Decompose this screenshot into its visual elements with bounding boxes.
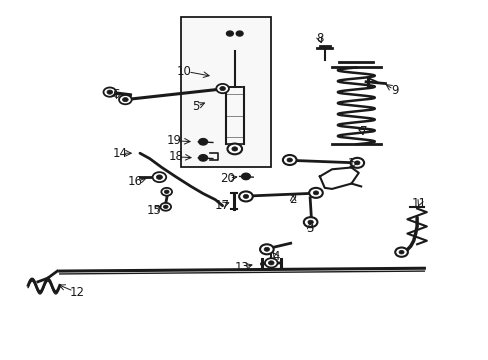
Circle shape bbox=[303, 217, 317, 227]
Circle shape bbox=[241, 173, 250, 180]
Text: 8: 8 bbox=[316, 32, 323, 45]
Text: 9: 9 bbox=[391, 84, 398, 97]
Circle shape bbox=[199, 139, 207, 145]
Text: 2: 2 bbox=[289, 193, 296, 206]
Circle shape bbox=[122, 98, 128, 102]
Circle shape bbox=[308, 188, 322, 198]
Text: 1: 1 bbox=[347, 157, 354, 170]
Circle shape bbox=[313, 191, 318, 195]
Circle shape bbox=[354, 161, 359, 165]
Text: 16: 16 bbox=[127, 175, 142, 188]
Text: 18: 18 bbox=[169, 150, 183, 163]
Text: 14: 14 bbox=[113, 147, 128, 160]
Circle shape bbox=[163, 205, 168, 208]
Circle shape bbox=[227, 144, 242, 154]
Circle shape bbox=[199, 155, 207, 161]
Circle shape bbox=[103, 87, 116, 97]
Text: 13: 13 bbox=[234, 261, 249, 274]
Circle shape bbox=[268, 261, 274, 265]
Circle shape bbox=[286, 158, 292, 162]
Text: 11: 11 bbox=[411, 197, 426, 210]
Circle shape bbox=[226, 31, 233, 36]
Bar bbox=[181, 18, 271, 167]
Text: 3: 3 bbox=[306, 222, 313, 235]
Circle shape bbox=[236, 31, 243, 36]
Circle shape bbox=[107, 90, 112, 94]
Text: 19: 19 bbox=[166, 134, 181, 147]
Circle shape bbox=[161, 188, 172, 196]
Circle shape bbox=[283, 155, 296, 165]
Circle shape bbox=[264, 258, 277, 267]
Circle shape bbox=[307, 220, 313, 224]
Text: 7: 7 bbox=[359, 125, 366, 138]
Circle shape bbox=[164, 190, 169, 194]
Text: 4: 4 bbox=[272, 250, 279, 263]
Circle shape bbox=[243, 194, 248, 198]
Text: 20: 20 bbox=[220, 172, 234, 185]
Circle shape bbox=[219, 86, 225, 91]
Circle shape bbox=[394, 248, 407, 257]
Circle shape bbox=[156, 175, 162, 179]
Circle shape bbox=[216, 84, 228, 93]
Text: 15: 15 bbox=[147, 204, 162, 217]
Circle shape bbox=[160, 203, 171, 211]
Circle shape bbox=[264, 247, 269, 251]
Circle shape bbox=[119, 95, 131, 104]
Circle shape bbox=[350, 158, 364, 168]
Text: 10: 10 bbox=[176, 64, 191, 77]
Circle shape bbox=[239, 192, 252, 202]
Text: 17: 17 bbox=[215, 198, 230, 212]
Circle shape bbox=[398, 250, 403, 254]
Circle shape bbox=[231, 147, 237, 151]
Text: 5: 5 bbox=[192, 100, 199, 113]
Circle shape bbox=[260, 244, 273, 254]
Circle shape bbox=[152, 172, 166, 182]
Text: 12: 12 bbox=[69, 286, 84, 299]
Text: 6: 6 bbox=[112, 88, 119, 101]
